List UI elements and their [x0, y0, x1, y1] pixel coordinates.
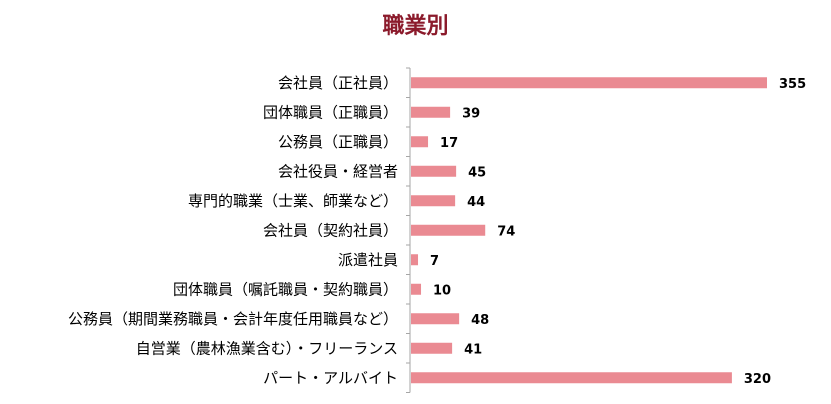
value-label: 355	[779, 77, 806, 92]
value-label: 45	[468, 165, 486, 180]
category-label: 団体職員（正職員）	[263, 103, 398, 121]
category-label: 公務員（期間業務職員・会計年度任用職員など）	[68, 310, 398, 328]
bar	[411, 77, 767, 89]
value-label: 7	[430, 254, 439, 269]
category-label: 団体職員（嘱託職員・契約職員）	[173, 280, 398, 298]
value-label: 44	[467, 195, 485, 210]
category-label: 派遣社員	[338, 251, 398, 269]
bar	[411, 372, 732, 384]
value-label: 74	[497, 224, 515, 239]
bar	[411, 283, 422, 295]
value-label: 39	[462, 106, 480, 121]
value-label: 41	[464, 342, 482, 357]
bar	[411, 313, 460, 325]
category-label: パート・アルバイト	[263, 369, 398, 387]
category-label: 自営業（農林漁業含む）・フリーランス	[136, 339, 398, 357]
value-label: 320	[744, 372, 771, 387]
category-label: 会社員（契約社員）	[263, 221, 398, 239]
bar	[411, 254, 419, 266]
bar	[411, 195, 456, 207]
category-label: 公務員（正職員）	[278, 133, 398, 151]
value-label: 10	[433, 283, 451, 298]
bar	[411, 165, 457, 177]
bar	[411, 136, 429, 148]
bar	[411, 224, 486, 236]
chart-title: 職業別	[382, 14, 449, 39]
category-label: 会社員（正社員）	[278, 74, 398, 92]
category-label: 会社役員・経営者	[278, 162, 398, 180]
category-label: 専門的職業（士業、師業など）	[188, 192, 398, 210]
value-label: 17	[440, 136, 458, 151]
bar	[411, 342, 453, 354]
value-label: 48	[471, 313, 489, 328]
bar	[411, 106, 451, 118]
